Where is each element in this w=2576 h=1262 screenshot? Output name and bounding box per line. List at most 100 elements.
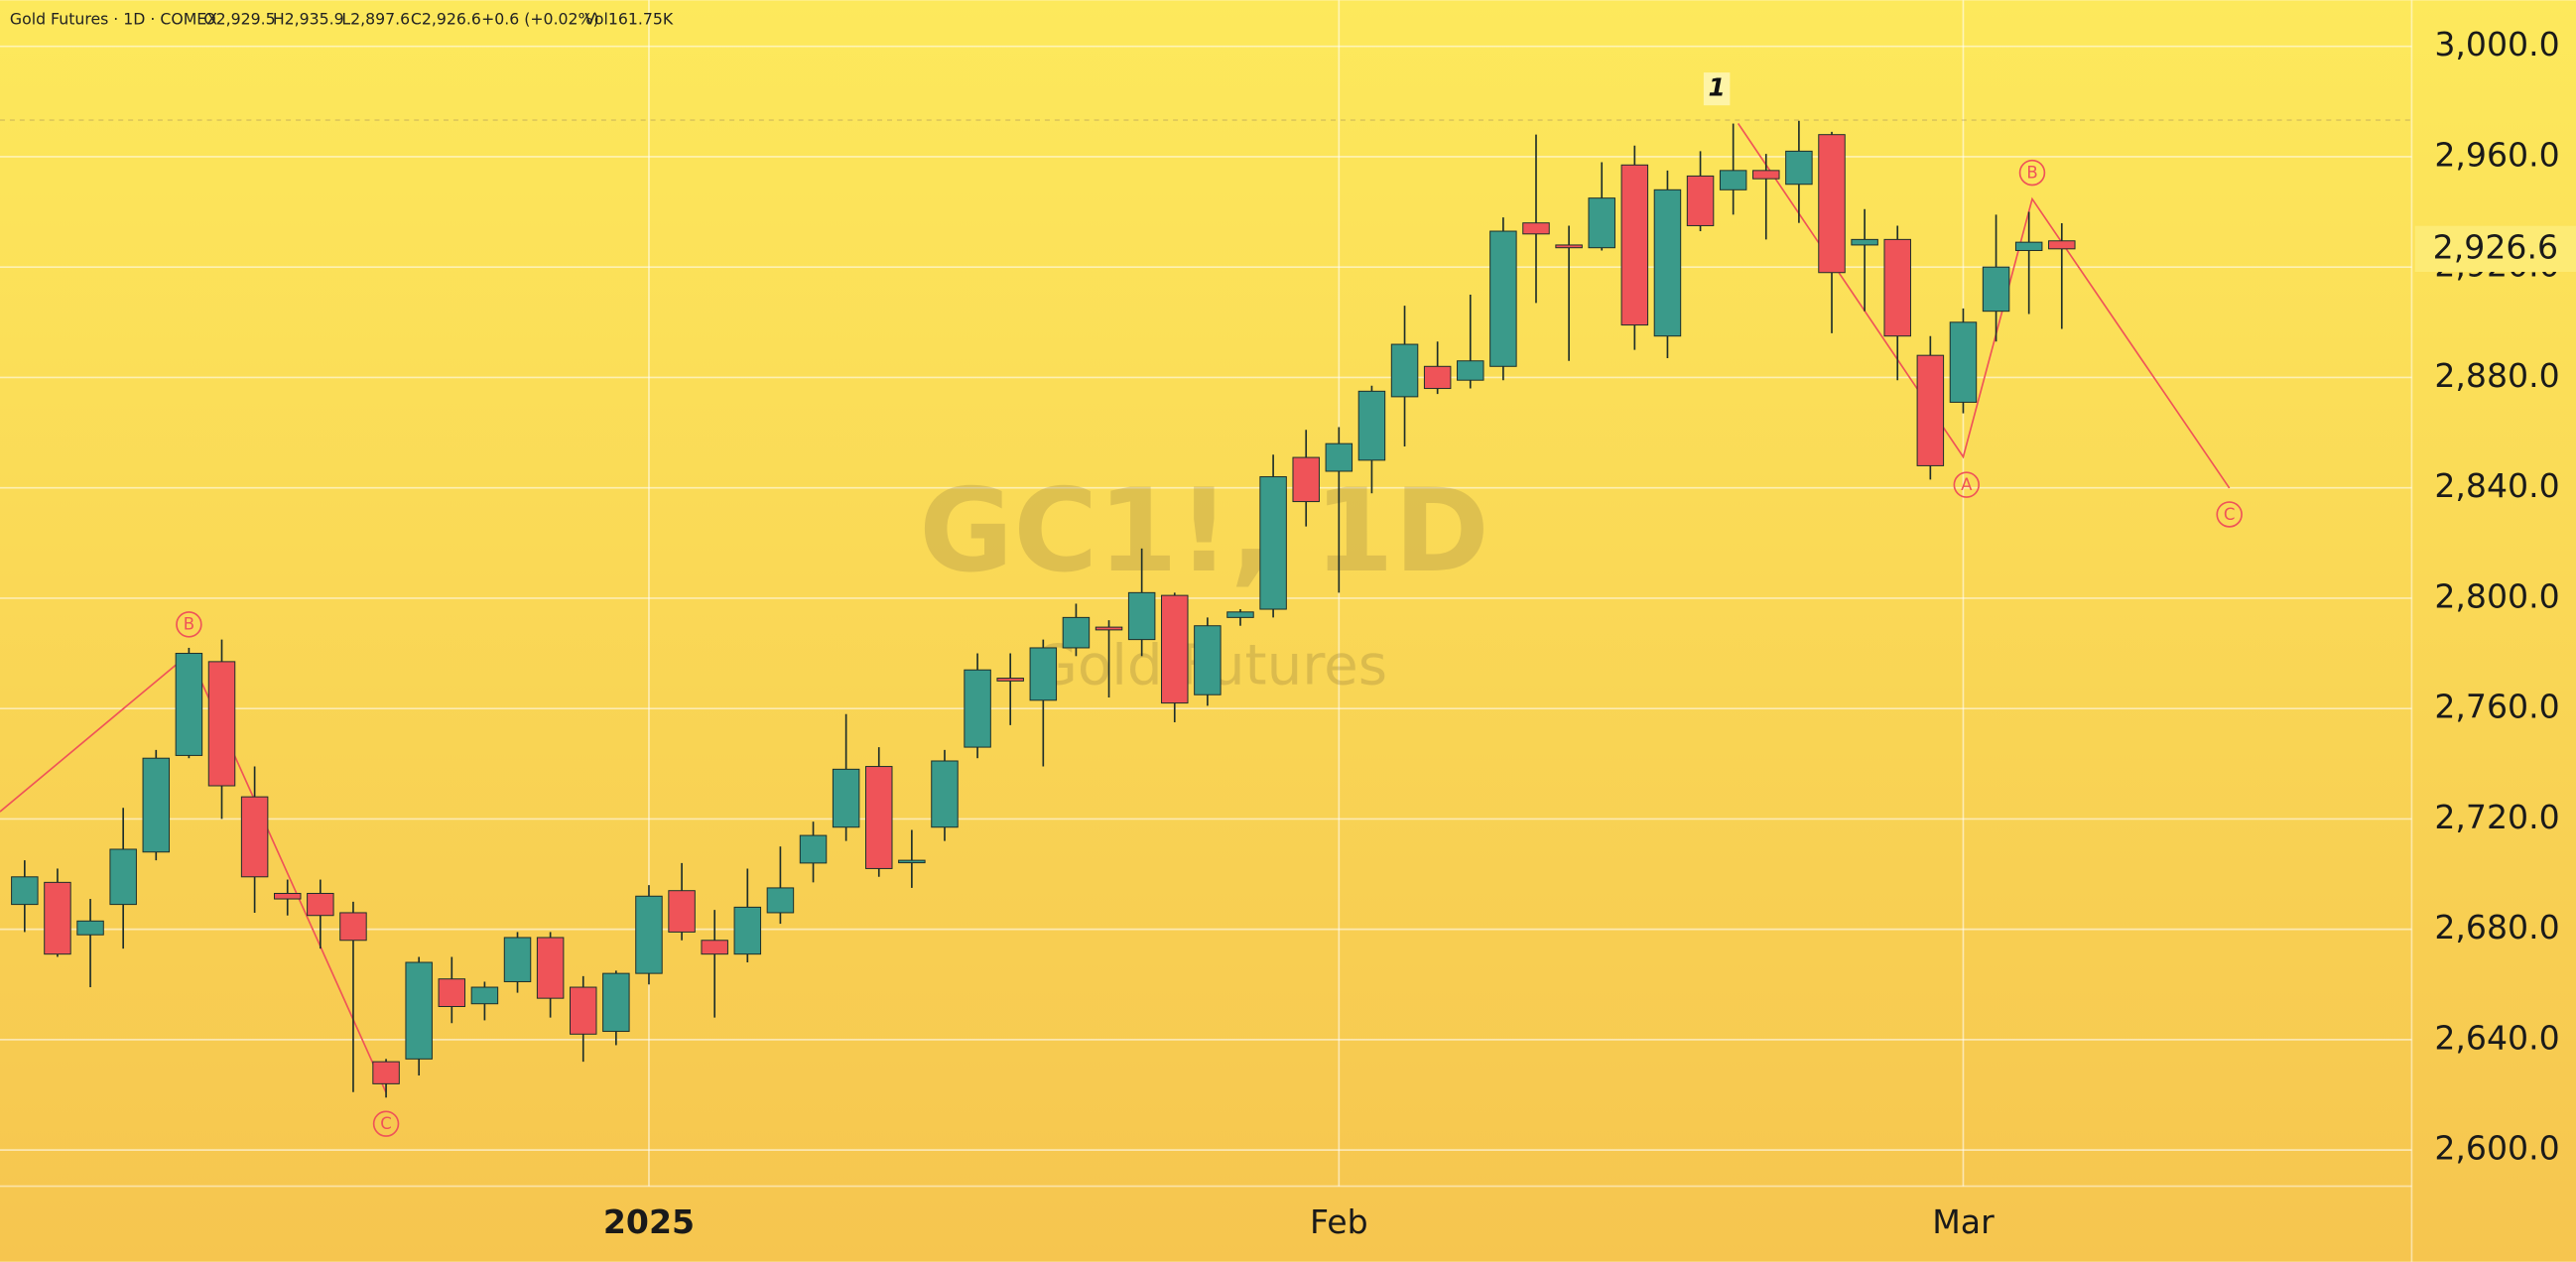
candle-body [635,895,663,974]
candle-body [602,972,630,1033]
candle-body [832,768,860,828]
candle-body [44,881,71,955]
candle-body [1916,354,1945,466]
candle-body [11,876,39,906]
candle-body [1588,197,1615,249]
candle-body [1095,626,1123,631]
y-tick-label: 3,000.0 [2434,25,2559,63]
wave-label-circle [176,611,202,638]
candle-body [175,653,203,756]
header-open: O2,929.5 [203,10,275,29]
candle-body [1719,170,1747,190]
x-tick-label: 2025 [603,1202,695,1241]
candle-body [733,906,762,955]
wave-label: B [2026,163,2037,182]
candle-body [503,937,532,982]
candles [11,120,2076,1098]
wave-label-circle [372,1110,400,1137]
candle-body [865,766,893,869]
candle-body [1489,230,1517,367]
candle-body [1818,134,1846,274]
last-price-label: 2,926.6 [2433,227,2558,266]
candle-body [1292,456,1320,503]
wave-label: C [380,1114,392,1133]
y-tick-label: 2,800.0 [2434,576,2559,615]
candle-body [2014,241,2043,251]
x-tick-label: Feb [1310,1202,1368,1241]
candle-body [1686,175,1715,226]
header-symbol: Gold Futures · 1D · COMEX [10,10,217,29]
last-price-box [2414,225,2576,272]
candle-body [405,961,433,1060]
candle-body [2048,240,2076,250]
candle-body [996,678,1024,682]
watermark-ticker: GC1!, 1D [919,464,1489,598]
y-tick-label: 2,760.0 [2434,688,2559,726]
y-tick-label: 2,960.0 [2434,135,2559,174]
candle-body [668,890,696,933]
candle-body [307,892,334,917]
candle-body [109,848,137,906]
candle-body [1555,244,1583,249]
candle-body [1325,442,1353,472]
candle-body [339,912,367,942]
candle-body [1785,150,1813,186]
y-tick-label: 2,680.0 [2434,908,2559,946]
candle-body [372,1061,400,1084]
y-tick-label: 2,840.0 [2434,466,2559,505]
candle-body [1259,476,1287,610]
candle-body [240,796,269,878]
wave-label-circle [1953,471,1981,498]
y-tick-label: 2,720.0 [2434,798,2559,836]
wave-label-circle [2216,501,2243,528]
candle-body [1161,594,1189,704]
y-tick-label: 2,880.0 [2434,356,2559,395]
candle-body [1390,343,1419,398]
wave-label: B [184,615,194,634]
candle-body [1423,365,1452,390]
candle-body [142,757,171,853]
wave-label: C [2224,505,2236,524]
wave-line [1737,122,2231,489]
candle-body [1851,238,1878,246]
candle-body [1062,616,1091,649]
grid [0,0,2411,1186]
header-volume: Vol161.75K [584,10,674,29]
candle-body [76,920,104,936]
header-close: C2,926.6 [411,10,481,29]
candle-body [1752,170,1780,180]
candle-body [1226,611,1254,618]
candle-body [536,937,565,999]
candle-body [1127,591,1156,641]
candle-body [1883,238,1911,337]
candle-body [570,986,597,1035]
candle-body [1522,222,1550,235]
candle-body [470,986,499,1005]
candle-body [1653,189,1682,337]
header-low: L2,897.6 [341,10,410,29]
candle-body [799,834,828,864]
candle-body [931,760,959,828]
candle-body [1982,266,2010,313]
header-change: +0.6 (+0.02%) [481,10,599,29]
wave-label-circle [2018,159,2046,187]
candle-body [273,892,302,900]
candle-body [1194,625,1222,695]
x-tick-label: Mar [1932,1202,1995,1241]
wave-label: A [1961,475,1973,494]
annotations: B C 1 A B C [176,72,2243,1137]
candle-body [701,940,728,955]
candle-body [766,887,795,914]
y-tick-label: 2,600.0 [2434,1129,2559,1168]
candle-body [207,661,236,787]
candle-body [438,978,466,1008]
y-tick-label: 2,640.0 [2434,1018,2559,1057]
candle-body [1620,164,1649,326]
candle-body [1357,390,1386,461]
wave-label-bg [1703,72,1731,106]
header: Gold Futures · 1D · COMEX O2,929.5 H2,93… [10,10,674,29]
header-high: H2,935.9 [273,10,344,29]
candle-body [964,669,991,748]
